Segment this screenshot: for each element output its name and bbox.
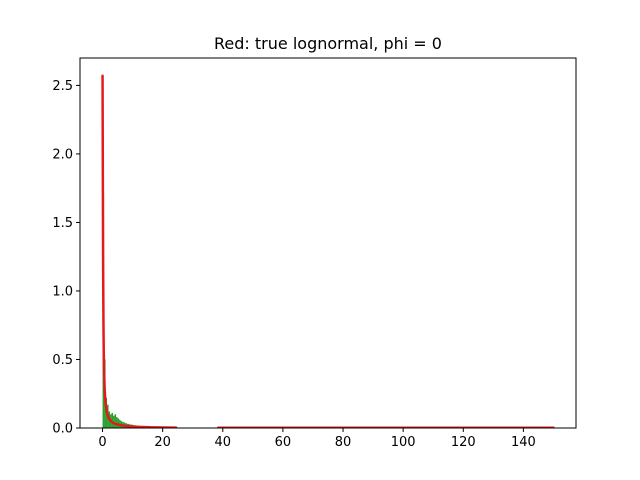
x-tick-label: 140 <box>511 435 536 450</box>
axes-frame <box>79 57 577 429</box>
x-tick-label: 0 <box>98 435 106 450</box>
histogram-bar-series-1-bin-8 <box>114 414 117 428</box>
histogram-bar-series-1-bin-6 <box>111 412 114 428</box>
x-tick-label: 40 <box>215 435 232 450</box>
y-axis: 0.0 0.5 1.0 1.5 2.0 2.5 <box>52 79 80 437</box>
histogram-bar-series-1-bin-10 <box>117 418 120 428</box>
x-tick-label: 80 <box>335 435 352 450</box>
y-tick-label: 2.5 <box>52 79 73 94</box>
y-tick-label: 0.0 <box>52 422 73 437</box>
x-tick-label: 120 <box>451 435 476 450</box>
chart-title: Red: true lognormal, phi = 0 <box>214 34 442 53</box>
y-tick-label: 1.5 <box>52 216 73 231</box>
x-tick-label: 20 <box>154 435 171 450</box>
y-tick-label: 0.5 <box>52 353 73 368</box>
histogram-bar-series-1-bin-9 <box>116 417 118 428</box>
y-tick-label: 2.0 <box>52 147 73 162</box>
y-tick-label: 1.0 <box>52 284 73 299</box>
x-tick-label: 100 <box>391 435 416 450</box>
density-line-2 <box>101 74 178 428</box>
x-tick-label: 60 <box>275 435 292 450</box>
x-axis: 0 20 40 60 80 100 120 140 <box>98 428 536 450</box>
